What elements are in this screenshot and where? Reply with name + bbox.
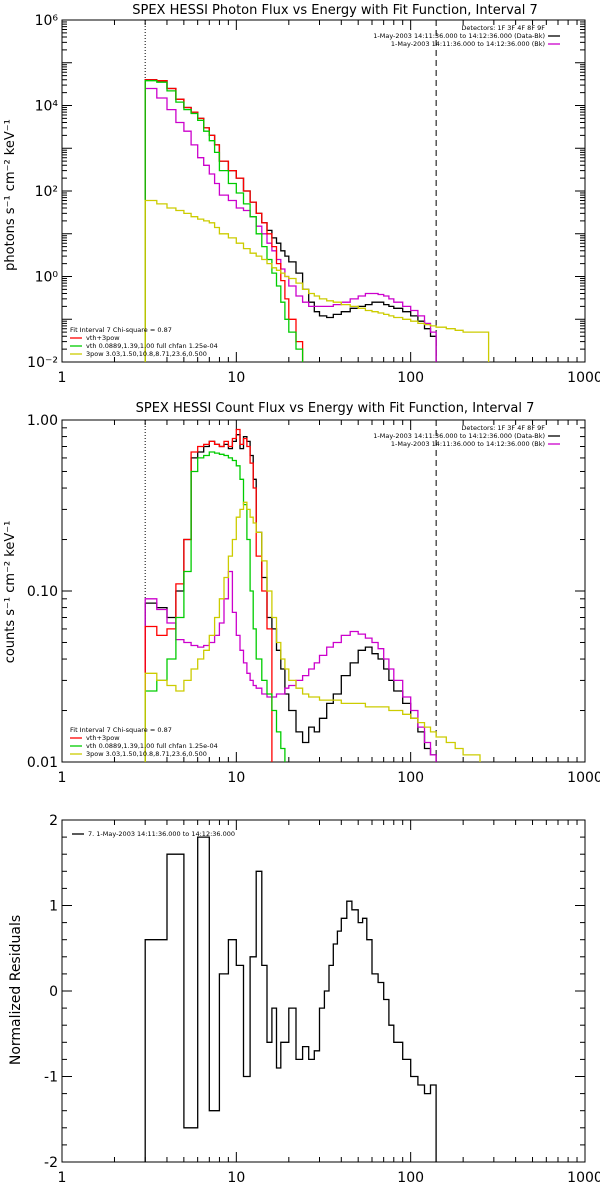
legend-entry: vth+3pow [86,334,120,342]
legend-entry: 1-May-2003 14:11:36.000 to 14:12:36.000 … [373,432,545,440]
legend-entry: 1-May-2003 14:11:36.000 to 14:12:36.000 … [391,40,545,48]
series-line [144,199,490,362]
legend-entry: 3pow 3.03,1.50,10.8,8.71,23.6,0.500 [86,350,207,358]
count-flux-y-axis-label: counts s⁻¹ cm⁻² keV⁻¹ [3,521,18,664]
series-line [144,80,304,362]
legend-entry: 7. 1-May-2003 14:11:36.000 to 14:12:36.0… [88,830,235,838]
y-tick-label: 2 [49,813,58,829]
y-tick-label: -2 [44,1155,58,1171]
legend-entry: vth 0.0889,1.39,1.00 full chfan 1.25e-04 [86,342,218,350]
plot-frame [61,419,586,763]
x-tick-label: 10 [227,770,245,786]
y-tick-label: 10⁴ [35,99,59,115]
legend-entry: 1-May-2003 14:11:36.000 to 14:12:36.000 … [373,32,545,40]
x-tick-label: 100 [397,770,424,786]
photon-flux-y-axis-label: photons s⁻¹ cm⁻² keV⁻¹ [3,119,18,271]
legend-entry: Detectors: 1F 3F 4F 8F 9F [461,24,545,32]
legend-entry: Fit Interval 7 Chi-square = 0.87 [70,726,172,734]
series-line [144,79,304,362]
count-flux-chart-title: SPEX HESSI Count Flux vs Energy with Fit… [136,401,535,416]
photon-flux-chart-title: SPEX HESSI Photon Flux vs Energy with Fi… [132,3,538,18]
y-tick-label: -1 [44,1070,58,1086]
legend-entry: vth+3pow [86,734,120,742]
series-line [144,570,437,762]
legend-entry: 3pow 3.03,1.50,10.8,8.71,23.6,0.500 [86,750,207,758]
series-line [144,451,286,762]
y-tick-label: 0.10 [27,584,58,600]
legend-entry: 1-May-2003 14:11:36.000 to 14:12:36.000 … [391,440,545,448]
series-line [144,434,437,762]
x-tick-label: 1000 [567,370,600,386]
plot-frame [61,19,586,363]
y-tick-label: 0 [49,984,58,1000]
legend-entry: vth 0.0889,1.39,1.00 full chfan 1.25e-04 [86,742,218,750]
x-tick-label: 1000 [567,1170,600,1186]
x-tick-label: 100 [397,1170,424,1186]
y-tick-label: 1 [49,899,58,915]
x-tick-label: 1 [58,770,67,786]
residuals-panel: Normalized Residuals 1 10 100 1000 -2 -1 0 1 2 7.… [8,813,600,1186]
series-line [144,836,437,1162]
series-line [144,87,437,362]
x-tick-label: 10 [227,370,245,386]
legend-entry: Fit Interval 7 Chi-square = 0.87 [70,326,172,334]
x-tick-label: 1 [58,1170,67,1186]
x-tick-label: 100 [397,370,424,386]
plot-frame [61,819,586,1163]
y-tick-label: 10² [35,184,58,200]
series-line [144,501,481,762]
x-tick-label: 10 [227,1170,245,1186]
photon-flux-panel: SPEX HESSI Photon Flux vs Energy with Fi… [3,3,600,386]
x-tick-label: 1 [58,370,67,386]
y-tick-label: 0.01 [27,755,58,771]
residuals-y-axis-label: Normalized Residuals [8,915,24,1065]
y-tick-label: 10⁶ [35,13,59,29]
y-tick-label: 10⁰ [35,270,59,286]
y-tick-label: 1.00 [27,413,58,429]
x-tick-label: 1000 [567,770,600,786]
y-tick-label: 10⁻² [27,355,58,371]
count-flux-panel: SPEX HESSI Count Flux vs Energy with Fit… [3,401,600,786]
legend-entry: Detectors: 1F 3F 4F 8F 9F [461,424,545,432]
